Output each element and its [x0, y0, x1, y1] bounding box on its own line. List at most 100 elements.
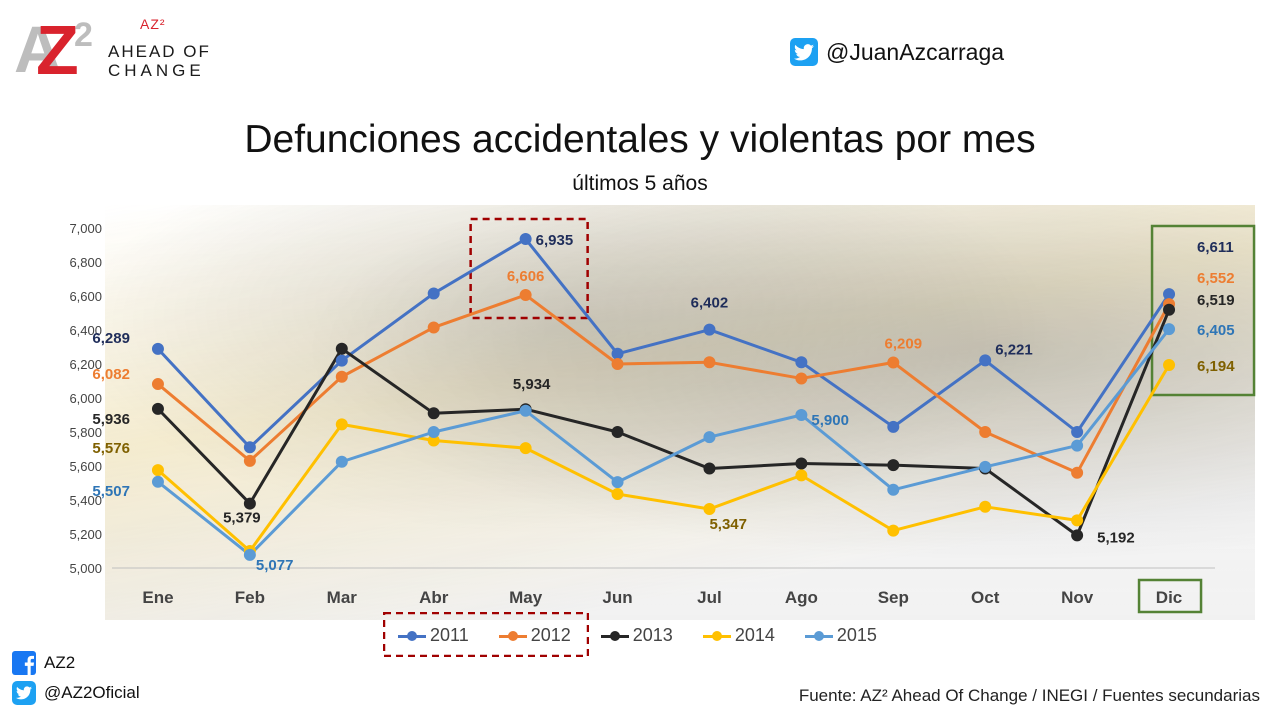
data-point-2013 [887, 459, 900, 472]
data-label-2011: 6,402 [691, 295, 729, 312]
data-point-2015 [427, 426, 440, 438]
legend-label-2014: 2014 [734, 625, 775, 645]
y-tick-label: 6,600 [69, 289, 102, 304]
data-point-2014 [703, 503, 716, 516]
source-note: Fuente: AZ² Ahead Of Change / INEGI / Fu… [798, 686, 1260, 705]
twitter-handle-text: @JuanAzcarraga [826, 38, 1005, 65]
legend-label-2015: 2015 [836, 625, 877, 645]
legend-swatch-2015 [804, 630, 833, 642]
legend-label-2011: 2011 [430, 625, 469, 645]
series-line-2013 [156, 309, 1171, 537]
legend-swatch-2011 [398, 630, 426, 642]
data-point-2015 [1163, 323, 1176, 336]
data-label-2014: 6,194 [1197, 358, 1235, 375]
y-tick-label: 5,400 [69, 493, 102, 508]
twitter-handle-top[interactable]: @JuanAzcarraga [790, 38, 1004, 66]
data-point-2014 [335, 418, 348, 431]
data-label-2013: 5,936 [92, 411, 130, 428]
data-label-2011: 6,289 [92, 330, 130, 347]
data-label-2012: 6,606 [507, 268, 545, 285]
data-label-2013: 6,519 [1197, 292, 1235, 309]
data-point-2011 [151, 342, 164, 355]
data-point-2011 [427, 287, 440, 300]
data-label-2015: 5,077 [256, 557, 294, 574]
data-point-2012 [335, 370, 348, 383]
y-tick-label: 5,000 [69, 561, 102, 576]
x-tick-label: Abr [419, 588, 449, 607]
chart-title: Defunciones accidentales y violentas por… [244, 118, 1036, 161]
data-point-2012 [427, 321, 440, 334]
x-tick-label: Mar [327, 588, 358, 607]
y-tick-label: 5,600 [69, 459, 102, 474]
facebook-link[interactable]: AZ2 [12, 648, 140, 678]
data-point-2014 [795, 469, 808, 482]
data-label-2011: 6,611 [1197, 239, 1234, 256]
data-label-2014: 5,347 [709, 516, 747, 533]
data-point-2012 [1071, 466, 1084, 479]
data-point-2014 [151, 464, 164, 477]
data-point-2011 [1163, 288, 1176, 301]
data-point-2011 [795, 356, 808, 369]
legend-item-2012: 2012 [498, 625, 571, 646]
logo-letter-z: Z [36, 11, 79, 78]
twitter-link-bottom[interactable]: @AZ2Oficial [12, 678, 140, 708]
data-point-2014 [1071, 514, 1084, 527]
svg-text:A: A [14, 12, 62, 78]
twitter-label-bottom: @AZ2Oficial [44, 683, 140, 702]
data-label-2012: 6,552 [1197, 270, 1235, 287]
data-point-2013 [795, 457, 808, 470]
data-label-2013: 5,934 [513, 376, 551, 393]
data-label-2015: 5,507 [92, 483, 130, 500]
y-tick-label: 7,000 [69, 221, 102, 236]
legend-item-2015: 2015 [804, 625, 877, 646]
data-label-2015: 5,900 [811, 412, 849, 429]
data-point-2011 [519, 233, 532, 246]
facebook-icon [12, 651, 36, 675]
data-point-2011 [979, 354, 992, 367]
x-tick-label: Ene [142, 588, 173, 607]
x-tick-label: Dic [1156, 588, 1182, 607]
data-point-2015 [887, 483, 900, 496]
data-point-2015 [611, 476, 624, 489]
svg-text:2: 2 [74, 16, 93, 54]
data-point-2012 [151, 378, 164, 391]
az2-logo-mark: A Z 2 [14, 11, 93, 78]
data-point-2011 [1071, 426, 1084, 438]
legend-label-2013: 2013 [632, 625, 673, 645]
data-label-2015: 6,405 [1197, 322, 1235, 339]
twitter-icon [12, 681, 36, 705]
data-point-2013 [243, 497, 256, 510]
y-tick-label: 6,800 [69, 255, 102, 270]
data-point-2012 [243, 454, 256, 467]
x-tick-label: May [509, 588, 543, 607]
data-point-2015 [1071, 439, 1084, 452]
data-point-2013 [1163, 303, 1176, 316]
data-point-2012 [703, 356, 716, 369]
data-point-2011 [887, 420, 900, 433]
data-point-2012 [611, 358, 624, 370]
data-label-2013: 5,192 [1097, 529, 1135, 546]
x-tick-label: Jun [602, 588, 632, 607]
dic-category-highlight-box [1137, 578, 1203, 614]
legend-label-2012: 2012 [530, 625, 571, 645]
data-point-2011 [335, 354, 348, 367]
y-tick-label: 6,000 [69, 391, 102, 406]
data-point-2012 [979, 426, 992, 438]
y-tick-label: 6,200 [69, 357, 102, 372]
data-point-2013 [1071, 529, 1084, 542]
facebook-label: AZ2 [44, 653, 76, 672]
series-line-2015 [157, 328, 1171, 557]
y-tick-label: 5,200 [69, 527, 102, 542]
x-tick-label: Sep [878, 588, 909, 607]
data-point-2013 [335, 342, 348, 355]
x-tick-label: Oct [971, 588, 1000, 607]
social-links: AZ2 @AZ2Oficial [12, 648, 140, 708]
data-point-2015 [703, 431, 716, 444]
data-point-2012 [519, 288, 532, 301]
legend-item-2014: 2014 [702, 625, 775, 646]
data-label-2011: 6,935 [536, 232, 574, 249]
data-point-2014 [1163, 359, 1176, 372]
background-photo [105, 205, 1255, 620]
data-point-2013 [611, 426, 624, 438]
x-tick-label: Ago [785, 588, 818, 607]
